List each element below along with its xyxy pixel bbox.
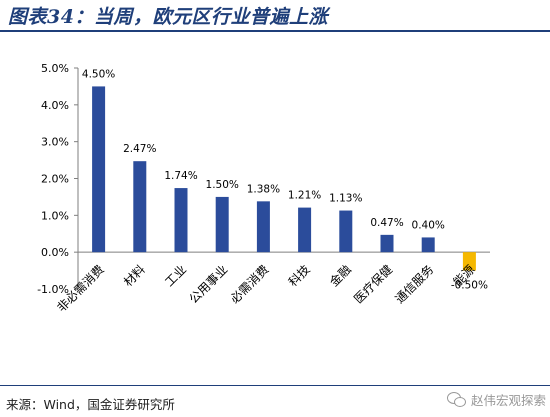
data-label: 0.47% bbox=[370, 217, 403, 229]
bar bbox=[339, 210, 353, 253]
data-label: 1.50% bbox=[206, 179, 239, 191]
source-note: 来源：Wind，国金证券研究所 bbox=[6, 397, 175, 412]
x-tick-label: 通信服务 bbox=[392, 262, 437, 307]
bar-chart: -1.0%0.0%1.0%2.0%3.0%4.0%5.0% 4.50%非必需消费2… bbox=[37, 62, 490, 315]
data-label: 1.13% bbox=[329, 193, 362, 205]
bar bbox=[92, 86, 106, 253]
watermark: 赵伟宏观探索 bbox=[446, 390, 546, 409]
data-label: 2.47% bbox=[123, 143, 156, 155]
x-tick-label: 金融 bbox=[326, 262, 354, 290]
figure-title: 图表34：当周，欧元区行业普遍上涨 bbox=[8, 6, 328, 28]
data-label: 4.50% bbox=[82, 68, 115, 80]
x-tick-label: 必需消费 bbox=[228, 262, 272, 306]
bar bbox=[380, 234, 394, 253]
x-tick-label: 工业 bbox=[162, 262, 189, 289]
data-label: 1.38% bbox=[247, 183, 280, 195]
bar bbox=[256, 201, 270, 253]
y-tick-label: 1.0% bbox=[41, 209, 69, 222]
data-label: 1.21% bbox=[288, 190, 321, 202]
bar bbox=[462, 252, 476, 271]
x-tick-label: 医疗保健 bbox=[351, 262, 395, 306]
source-divider bbox=[0, 385, 550, 386]
data-label: 1.74% bbox=[164, 170, 197, 182]
bar bbox=[421, 237, 435, 253]
bar bbox=[215, 196, 229, 253]
x-tick-label: 材料 bbox=[121, 262, 148, 289]
x-tick-label: 科技 bbox=[286, 262, 313, 289]
bar bbox=[174, 188, 188, 253]
y-tick-label: 0.0% bbox=[41, 246, 69, 259]
wechat-icon bbox=[446, 391, 467, 408]
y-tick-label: 5.0% bbox=[41, 62, 69, 75]
bar bbox=[298, 207, 312, 253]
data-label: 0.40% bbox=[412, 219, 445, 231]
title-divider bbox=[0, 30, 550, 32]
y-tick-label: 3.0% bbox=[41, 136, 69, 149]
y-tick-label: 4.0% bbox=[41, 99, 69, 112]
x-tick-label: 公用事业 bbox=[186, 262, 230, 306]
data-label: -0.50% bbox=[451, 280, 488, 292]
y-tick-label: 2.0% bbox=[41, 173, 69, 186]
bar bbox=[133, 161, 147, 253]
watermark-text: 赵伟宏观探索 bbox=[470, 393, 546, 408]
y-tick-label: -1.0% bbox=[37, 283, 69, 296]
